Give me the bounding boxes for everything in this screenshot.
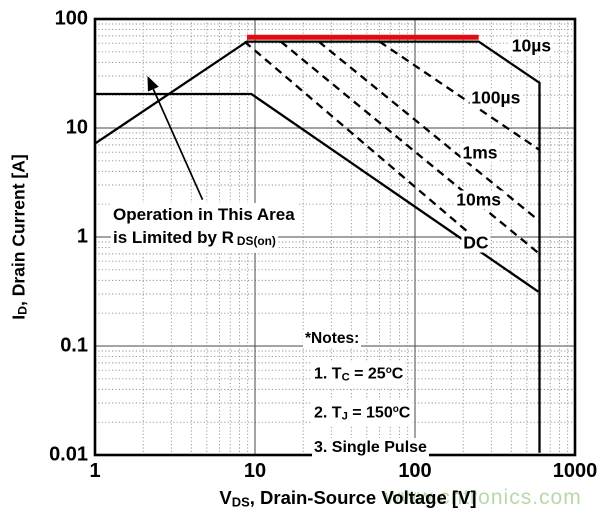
x-axis-symbol-sub: DS — [231, 494, 250, 510]
rdson-subscript: DS(on) — [236, 234, 276, 249]
watermark: www.cntronics.com — [385, 486, 582, 509]
x-axis-text: , Drain-Source Voltage [V] — [249, 487, 477, 508]
series-10us — [94, 40, 541, 453]
series-dc — [95, 92, 539, 293]
series-1ms — [317, 40, 541, 222]
notes-block: *Notes: 1. TC = 25oC 2. TJ = 150oC 3. Si… — [303, 330, 429, 470]
note-tc: 1. TC = 25oC — [312, 361, 406, 388]
series-10ms — [280, 40, 541, 255]
x-axis-symbol: V — [219, 487, 232, 508]
y-axis-symbol: I — [8, 314, 29, 320]
notes-title: *Notes: — [303, 330, 362, 348]
y-axis-title: ID, Drain Current [A] — [8, 154, 29, 319]
series-100us — [378, 40, 541, 151]
series-pulse-extra — [243, 40, 493, 253]
y-axis-symbol-sub: D — [15, 305, 30, 315]
y-axis-text: , Drain Current [A] — [8, 154, 29, 306]
x-axis-title: VDS, Drain-Source Voltage [V] — [219, 487, 476, 510]
rdson-annotation-line2: is Limited by R DS(on) — [111, 226, 278, 254]
rdson-annotation: Operation in This Area is Limited by R DS… — [111, 203, 297, 254]
rdson-annotation-line1: Operation in This Area — [111, 203, 297, 226]
note-single-pulse: 3. Single Pulse — [312, 438, 429, 459]
note-tj: 2. TJ = 150oC — [312, 399, 413, 427]
annotation-arrow — [147, 76, 204, 201]
